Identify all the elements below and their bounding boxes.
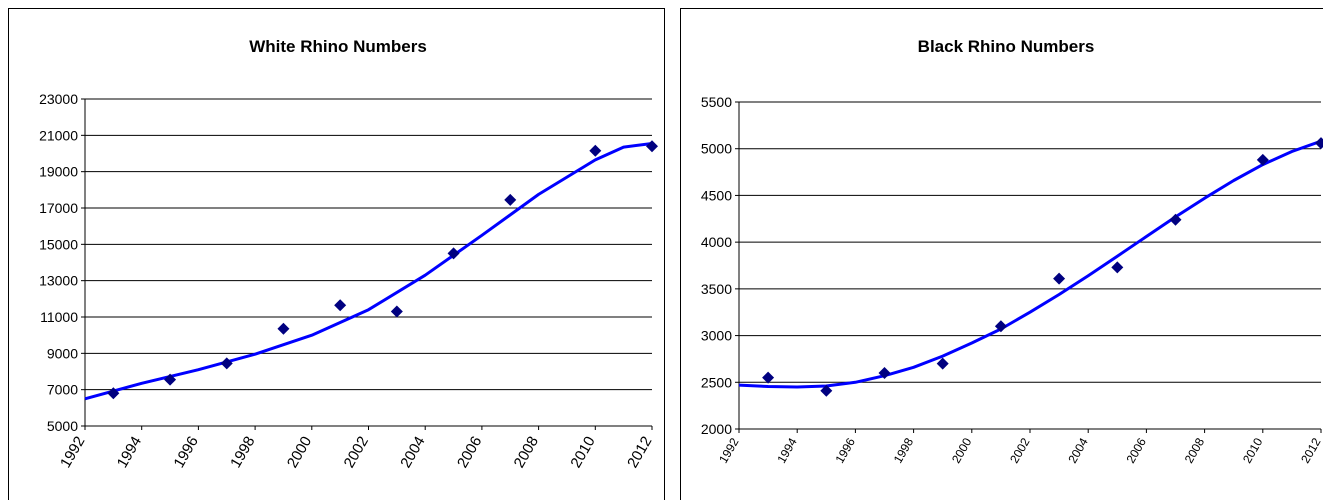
white-rhino-chart: White Rhino Numbers 5000 7000 9000 11000 130… <box>39 37 658 471</box>
y-tick-label: 2500 <box>701 374 732 390</box>
y-tick-label: 13000 <box>39 273 78 289</box>
y-tick-label: 17000 <box>39 200 78 216</box>
y-tick-label: 4000 <box>701 234 732 250</box>
y-tick-label: 2000 <box>701 421 732 437</box>
x-tick-label: 1996 <box>833 435 859 465</box>
chart-title: White Rhino Numbers <box>249 37 427 56</box>
trend-line <box>738 139 1322 389</box>
x-tick-label: 1992 <box>716 435 742 465</box>
x-tick-label: 2010 <box>1240 435 1266 465</box>
chart-title: Black Rhino Numbers <box>918 37 1095 56</box>
x-tick-label: 1998 <box>891 435 917 465</box>
data-point <box>1053 272 1066 285</box>
data-point <box>334 299 347 312</box>
x-tick-label: 1996 <box>170 434 201 471</box>
y-tick-label: 5000 <box>47 418 78 434</box>
data-point <box>504 193 517 206</box>
x-tick-label: 2002 <box>1007 435 1033 465</box>
y-tick-label: 11000 <box>40 309 78 325</box>
x-tick-label: 1992 <box>57 434 88 471</box>
data-point <box>1315 137 1323 150</box>
y-tick-label: 3000 <box>701 328 732 344</box>
black-rhino-chart: Black Rhino Numbers 2000 2500 3000 3500 4000… <box>701 37 1323 466</box>
trend-line <box>84 142 653 401</box>
data-point <box>107 387 120 400</box>
x-tick-label: 2006 <box>1124 435 1150 465</box>
data-point <box>1169 213 1182 226</box>
x-tick-label: 1998 <box>227 434 258 471</box>
x-tick-label: 2000 <box>949 435 975 465</box>
x-tick-label: 2008 <box>1182 435 1208 465</box>
data-point <box>878 366 891 379</box>
black-rhino-chart-panel: Black Rhino Numbers 2000 2500 3000 3500 4000… <box>680 8 1323 500</box>
x-tick-label: 1994 <box>114 434 145 471</box>
data-point <box>994 320 1007 333</box>
data-point <box>220 357 233 370</box>
data-point <box>277 322 290 335</box>
x-tick-label: 1994 <box>774 435 800 465</box>
y-tick-label: 21000 <box>39 127 78 143</box>
data-point <box>646 140 658 153</box>
data-point <box>936 357 949 370</box>
data-point <box>164 373 177 386</box>
y-tick-label: 3500 <box>701 281 732 297</box>
y-tick-label: 4500 <box>701 187 732 203</box>
x-tick-label: 2002 <box>341 434 372 471</box>
x-tick-label: 2004 <box>397 434 428 471</box>
data-point <box>1111 261 1124 274</box>
x-tick-label: 2000 <box>284 434 315 471</box>
data-point <box>589 144 602 157</box>
x-tick-label: 2006 <box>454 434 485 471</box>
y-tick-label: 5000 <box>701 141 732 157</box>
y-tick-label: 15000 <box>39 236 78 252</box>
white-rhino-chart-panel: White Rhino Numbers 5000 7000 9000 11000 130… <box>8 8 665 500</box>
x-tick-label: 2008 <box>511 434 542 471</box>
data-point <box>820 384 833 397</box>
data-point <box>390 305 403 318</box>
y-tick-label: 19000 <box>39 164 78 180</box>
x-tick-label: 2004 <box>1065 435 1091 465</box>
y-tick-label: 23000 <box>39 91 78 107</box>
data-point <box>447 247 460 260</box>
y-tick-label: 5500 <box>701 94 732 110</box>
x-tick-label: 2010 <box>567 434 598 471</box>
data-point <box>1256 153 1269 166</box>
y-tick-label: 9000 <box>47 345 78 361</box>
y-tick-label: 7000 <box>47 382 78 398</box>
x-tick-label: 2012 <box>1298 435 1323 465</box>
x-tick-label: 2012 <box>624 434 655 471</box>
data-point <box>762 371 775 384</box>
